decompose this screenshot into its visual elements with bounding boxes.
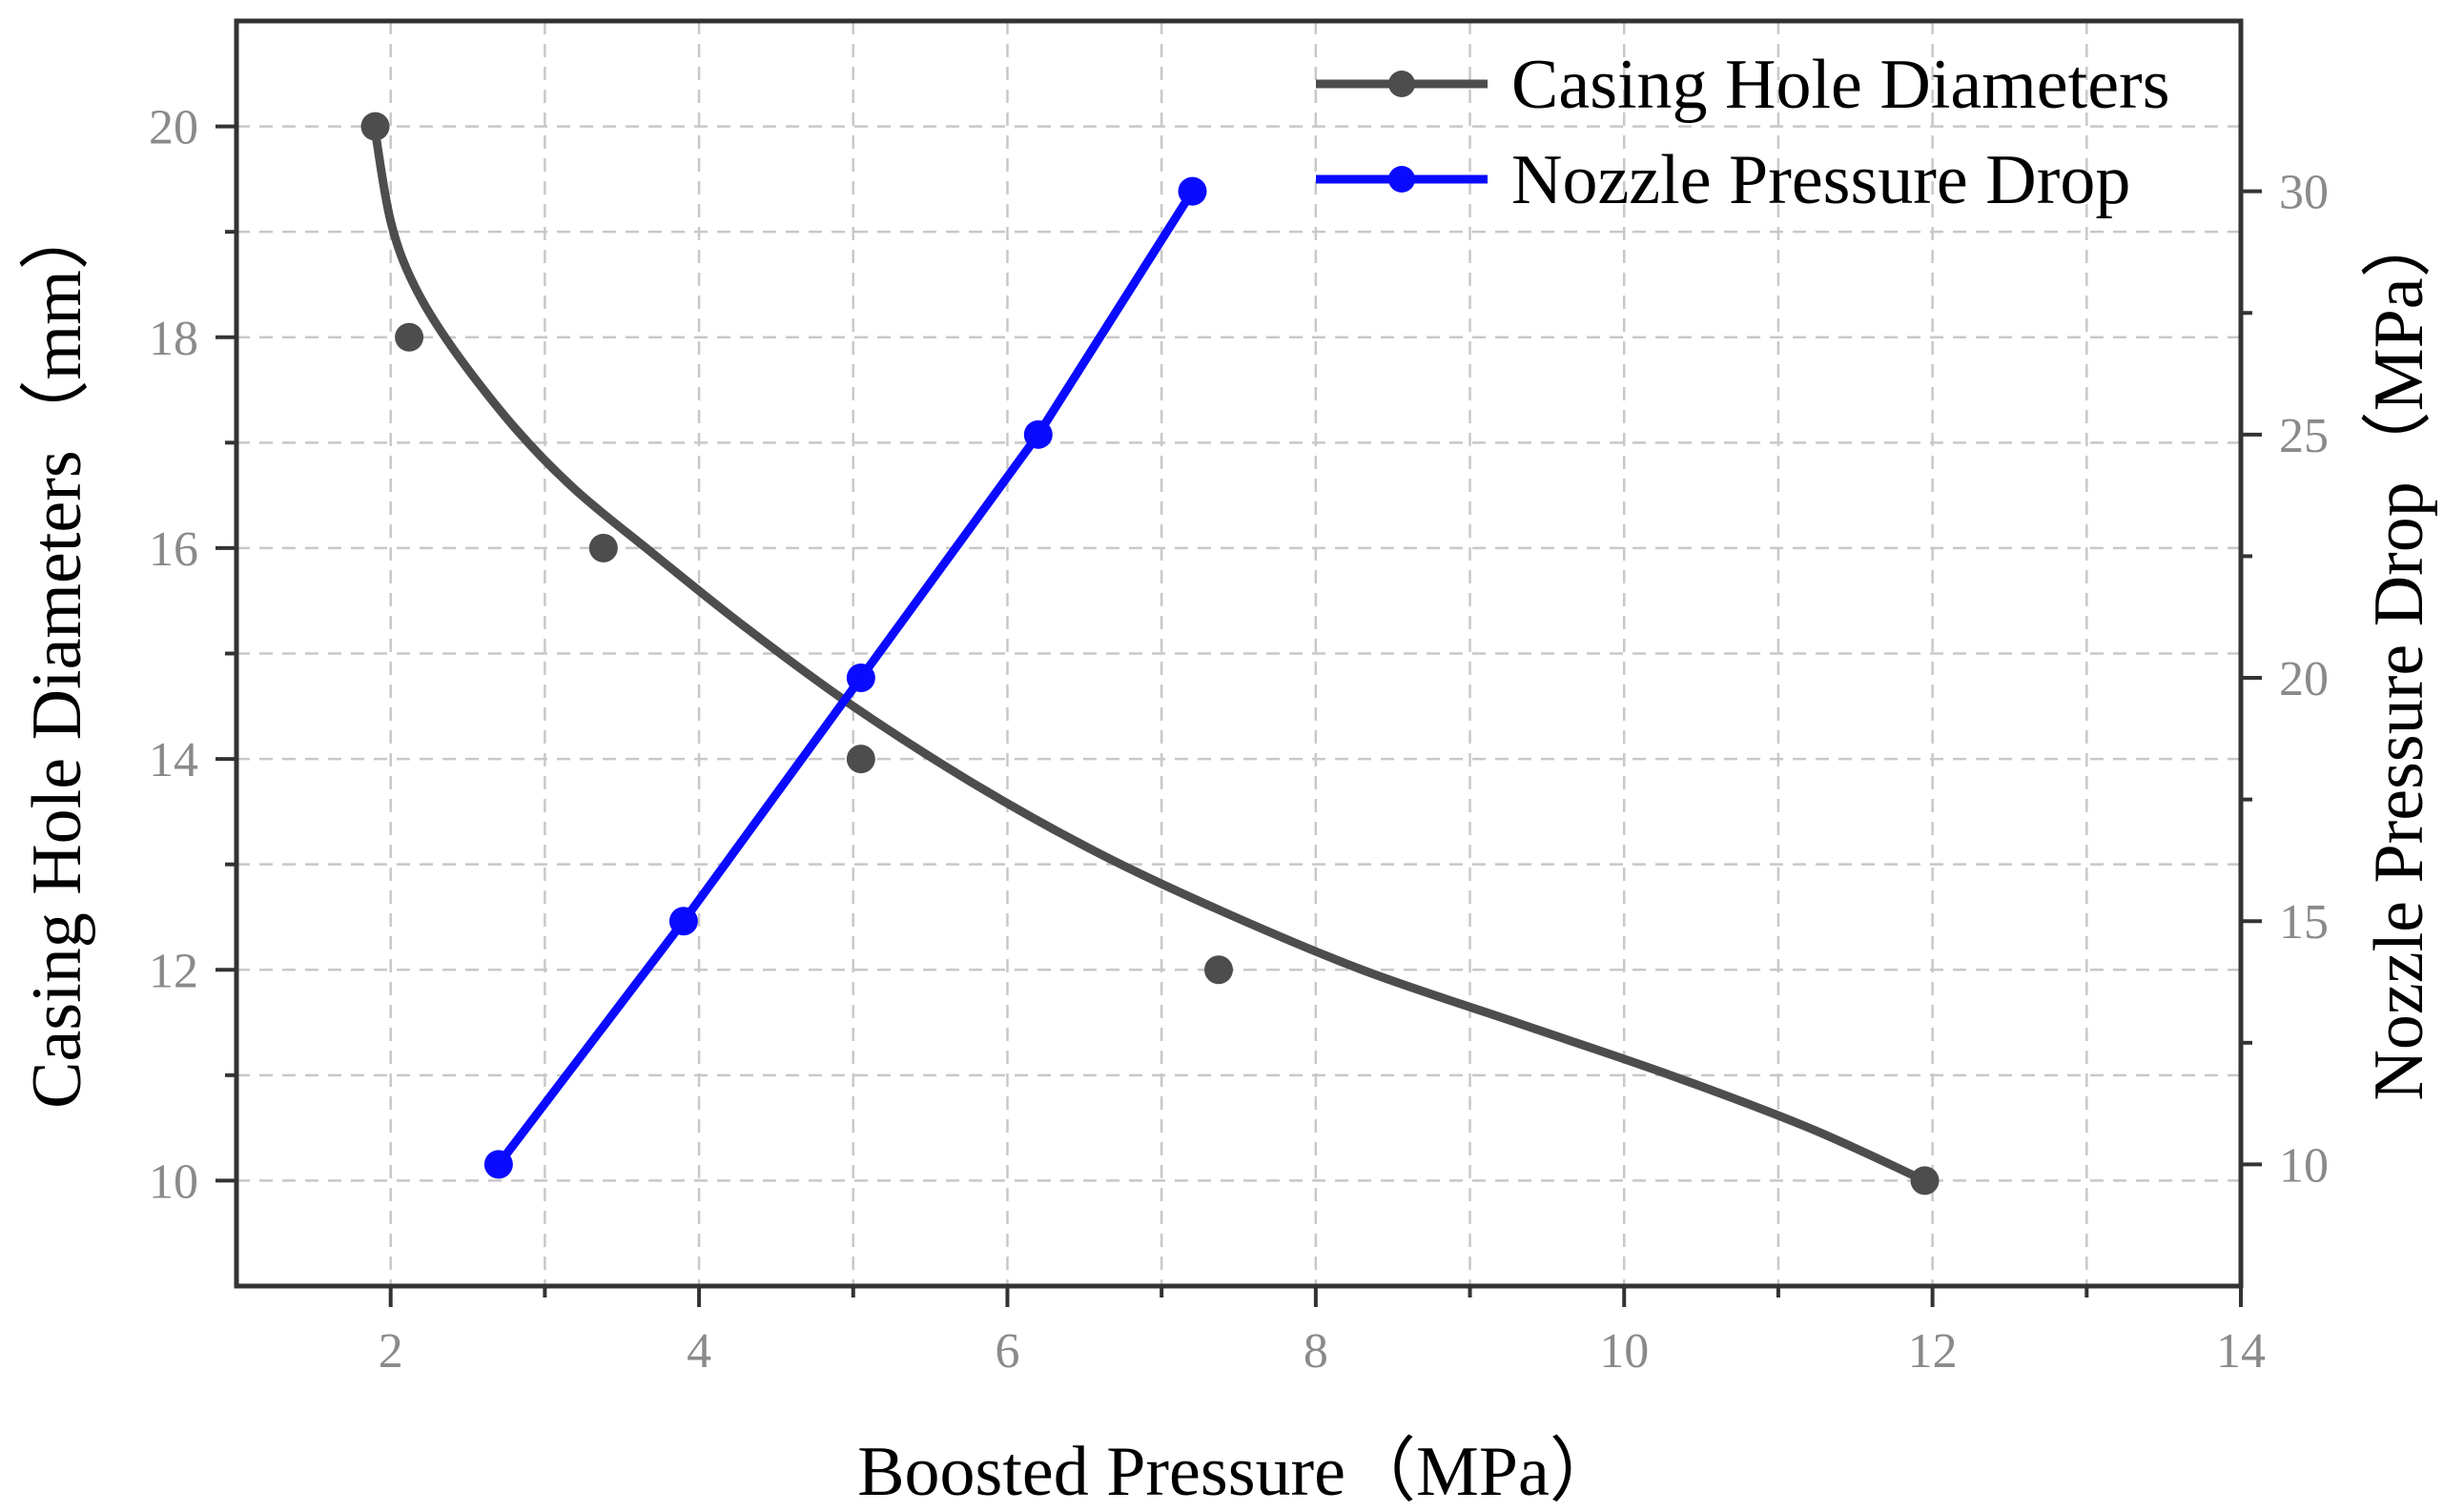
y-left-tick-label: 16 bbox=[149, 522, 198, 577]
x-tick-label: 6 bbox=[995, 1324, 1019, 1379]
y-right-tick-label: 25 bbox=[2279, 409, 2329, 463]
y-right-tick-label: 20 bbox=[2279, 652, 2329, 706]
nozzle-pressure-drop-point bbox=[1023, 419, 1053, 449]
casing-hole-diameters-point bbox=[1203, 955, 1233, 985]
nozzle-pressure-drop-point bbox=[668, 907, 698, 936]
x-tick-label: 4 bbox=[687, 1324, 711, 1379]
ticks bbox=[216, 124, 2262, 1307]
y-left-tick-label: 10 bbox=[149, 1154, 198, 1209]
casing-hole-diameters-point bbox=[395, 322, 424, 352]
legend-label-nozzle: Nozzle Pressure Drop bbox=[1511, 141, 2130, 219]
nozzle-pressure-drop-point bbox=[483, 1150, 513, 1179]
y-right-tick-label: 10 bbox=[2279, 1138, 2329, 1193]
y-left-tick-label: 20 bbox=[149, 101, 198, 155]
x-tick-label: 8 bbox=[1304, 1324, 1328, 1379]
y-right-tick-label: 15 bbox=[2279, 895, 2329, 950]
nozzle-pressure-drop-point bbox=[846, 664, 875, 693]
y-right-axis-title: Nozzle Pressure Drop（MPa） bbox=[2360, 207, 2438, 1100]
casing-hole-diameters-line bbox=[371, 127, 1930, 1185]
x-tick-label: 2 bbox=[379, 1324, 403, 1379]
legend-label-casing: Casing Hole Diameters bbox=[1511, 46, 2170, 124]
y-left-tick-label: 12 bbox=[149, 944, 198, 998]
x-tick-label: 12 bbox=[1908, 1324, 1958, 1379]
y-right-tick-label: 30 bbox=[2279, 166, 2329, 220]
nozzle-pressure-drop-point bbox=[1178, 176, 1207, 206]
x-tick-label: 14 bbox=[2216, 1324, 2266, 1379]
casing-hole-diameters-point bbox=[1910, 1166, 1940, 1195]
legend-swatch-casing-marker bbox=[1388, 71, 1415, 97]
y-left-axis-title: Casing Hole Diameters（mm） bbox=[18, 199, 96, 1109]
series-layer bbox=[360, 112, 1940, 1195]
legend: Casing Hole Diameters Nozzle Pressure Dr… bbox=[1316, 46, 2170, 219]
y-left-tick-label: 14 bbox=[149, 733, 198, 787]
grid bbox=[236, 21, 2241, 1286]
y-left-tick-label: 18 bbox=[149, 312, 198, 366]
legend-swatch-nozzle-marker bbox=[1388, 166, 1415, 193]
casing-hole-diameters-point bbox=[846, 745, 875, 774]
tick-labels: 2 4 6 8 10 12 14 10 12 14 16 18 20 10 15 20 25 30 bbox=[149, 101, 2329, 1379]
casing-hole-diameters-point bbox=[588, 533, 618, 562]
x-axis-title: Boosted Pressure（MPa） bbox=[857, 1433, 1620, 1511]
casing-hole-diameters-point bbox=[360, 112, 390, 141]
x-tick-label: 10 bbox=[1599, 1324, 1649, 1379]
